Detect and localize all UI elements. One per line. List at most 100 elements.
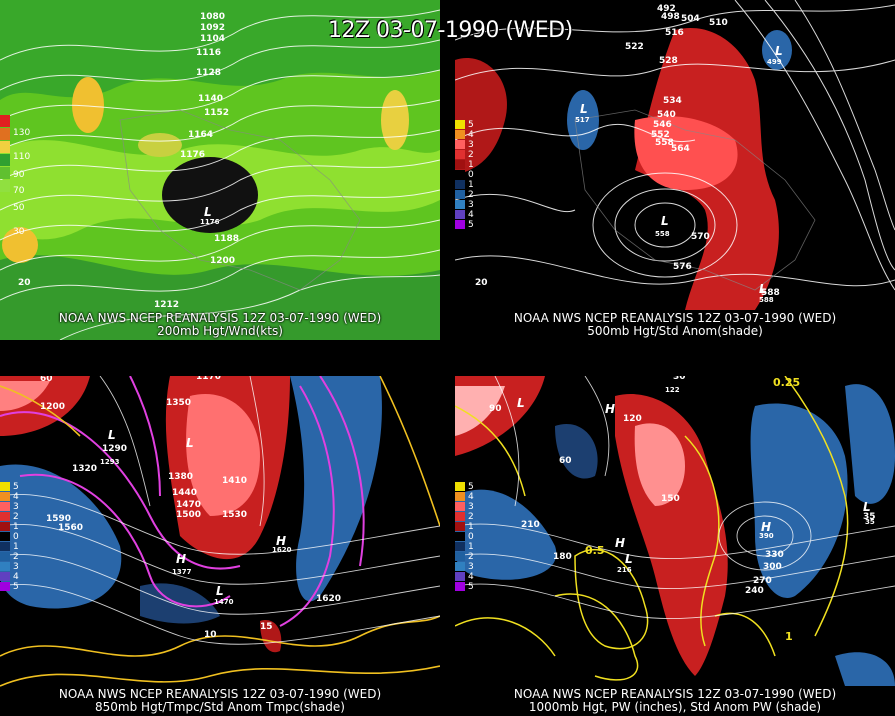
contour-label: 35 [863, 512, 876, 522]
contour-label: 1140 [198, 94, 224, 104]
anomaly-legend: 5 4 3 2 1 0 1 2 3 4 5 [455, 482, 475, 592]
legend-swatch [455, 502, 465, 511]
legend-swatch [0, 552, 10, 561]
legend-swatch [455, 170, 465, 179]
contour-label: 1440 [172, 488, 198, 498]
low-marker: L [759, 282, 767, 296]
legend-label: 0 [13, 532, 19, 542]
legend-swatch [455, 180, 465, 189]
contour-label: 90 [489, 404, 502, 414]
legend-swatch [455, 542, 465, 551]
contour-label: 0.25 [773, 376, 801, 389]
contour-label: 492 [657, 4, 676, 14]
legend-label: 1 [13, 542, 19, 552]
legend-label: 5 [468, 582, 474, 592]
legend-swatch [455, 160, 465, 169]
contour-label: 1380 [168, 472, 194, 482]
low-marker: L [661, 214, 669, 228]
low-marker: L [863, 500, 871, 514]
contour-label: 564 [671, 144, 690, 154]
contour-label: 1212 [154, 300, 180, 310]
contour-label: 522 [625, 42, 644, 52]
legend-label: 5 [468, 482, 474, 492]
contour-label: 534 [663, 96, 682, 106]
high-marker: H [276, 534, 287, 548]
high-center-value: 1377 [172, 568, 192, 576]
legend-label: 3 [468, 140, 474, 150]
legend-label: 4 [468, 572, 474, 582]
high-marker: H [605, 402, 616, 416]
panel-field-caption: 850mb Hgt/Tmpc/Std Anom Tmpc(shade) [95, 700, 345, 714]
panel-source-caption: NOAA NWS NCEP REANALYSIS 12Z 03-07-1990 … [513, 687, 837, 701]
contour-label: 120 [623, 414, 642, 424]
legend-swatch [455, 492, 465, 501]
high-center-value: 122 [665, 386, 680, 394]
contour-label: 1176 [180, 150, 206, 160]
legend-swatch [455, 572, 465, 581]
legend-swatch [455, 532, 465, 541]
legend-label: 1 [468, 160, 474, 170]
legend-swatch [0, 167, 10, 179]
speed-legend: 130 110 90 70 50 30 [0, 115, 30, 237]
panel-source-caption: NOAA NWS NCEP REANALYSIS 12Z 03-07-1990 … [513, 311, 837, 325]
map-1000mb-graphic [455, 376, 895, 716]
panel-field-caption: 200mb Hgt/Wnd(kts) [157, 324, 283, 338]
contour-label: 210 [521, 520, 540, 530]
contour-label: 1170 [196, 376, 222, 382]
legend-label: 4 [468, 130, 474, 140]
contour-label: 510 [709, 18, 728, 28]
legend-swatch [455, 220, 465, 229]
low-marker: L [186, 436, 194, 450]
contour-label: 528 [659, 56, 678, 66]
map-panel-850mb: 5 4 3 2 1 0 1 2 3 4 5 1170 1200 1290 132… [0, 376, 440, 716]
contour-label: 504 [681, 14, 700, 24]
low-marker: L [775, 44, 783, 58]
contour-label: 1 [785, 630, 793, 643]
legend-swatch [455, 120, 465, 129]
legend-swatch [0, 532, 10, 541]
contour-label: 1560 [58, 523, 84, 533]
legend-label: 110 [13, 152, 31, 162]
legend-swatch [0, 572, 10, 581]
low-marker: L [216, 584, 224, 598]
panel-field-caption: 500mb Hgt/Std Anom(shade) [587, 324, 763, 338]
panel-field-caption: 1000mb Hgt, PW (inches), Std Anom PW (sh… [528, 700, 822, 714]
legend-swatch [455, 582, 465, 591]
legend-label: 1 [468, 522, 474, 532]
legend-label: 4 [468, 492, 474, 502]
contour-label: 558 [655, 138, 674, 148]
map-panel-1000mb: 5 4 3 2 1 0 1 2 3 4 5 0.25 0.5 1 30 60 9… [455, 376, 895, 716]
legend-swatch [0, 115, 10, 127]
low-marker: L [108, 428, 116, 442]
legend-swatch [455, 130, 465, 139]
legend-label: 3 [13, 562, 19, 572]
contour-label: 30 [673, 376, 686, 382]
contour-label: 300 [763, 562, 782, 572]
contour-label: 20 [475, 278, 488, 288]
legend-label: 50 [13, 203, 25, 213]
contour-label: 498 [661, 12, 680, 22]
high-center-value: 390 [759, 532, 774, 540]
legend-label: 5 [13, 482, 19, 492]
contour-label: 546 [653, 120, 672, 130]
legend-swatch [0, 562, 10, 571]
legend-swatch [0, 582, 10, 591]
legend-swatch [455, 190, 465, 199]
contour-label: 330 [765, 550, 784, 560]
low-center-value: 1470 [214, 598, 234, 606]
legend-swatch [0, 522, 10, 531]
high-center-value: 1620 [272, 546, 292, 554]
contour-label: 1200 [210, 256, 236, 266]
map-panel-500mb: 5 4 3 2 1 0 1 2 3 4 5 492 498 504 510 51… [455, 0, 895, 340]
legend-swatch [0, 542, 10, 551]
panel-source-caption: NOAA NWS NCEP REANALYSIS 12Z 03-07-1990 … [58, 687, 382, 701]
contour-label: 1620 [316, 594, 342, 604]
contour-label: 150 [661, 494, 680, 504]
contour-label: 1410 [222, 476, 248, 486]
legend-swatch [455, 512, 465, 521]
legend-swatch [455, 552, 465, 561]
map-panel-200mb: 130 110 90 70 50 30 1080 1092 1104 1116 … [0, 0, 440, 340]
legend-label: 0 [468, 170, 474, 180]
panel-source-caption: NOAA NWS NCEP REANALYSIS 12Z 03-07-1990 … [58, 311, 382, 325]
legend-label: 3 [468, 502, 474, 512]
